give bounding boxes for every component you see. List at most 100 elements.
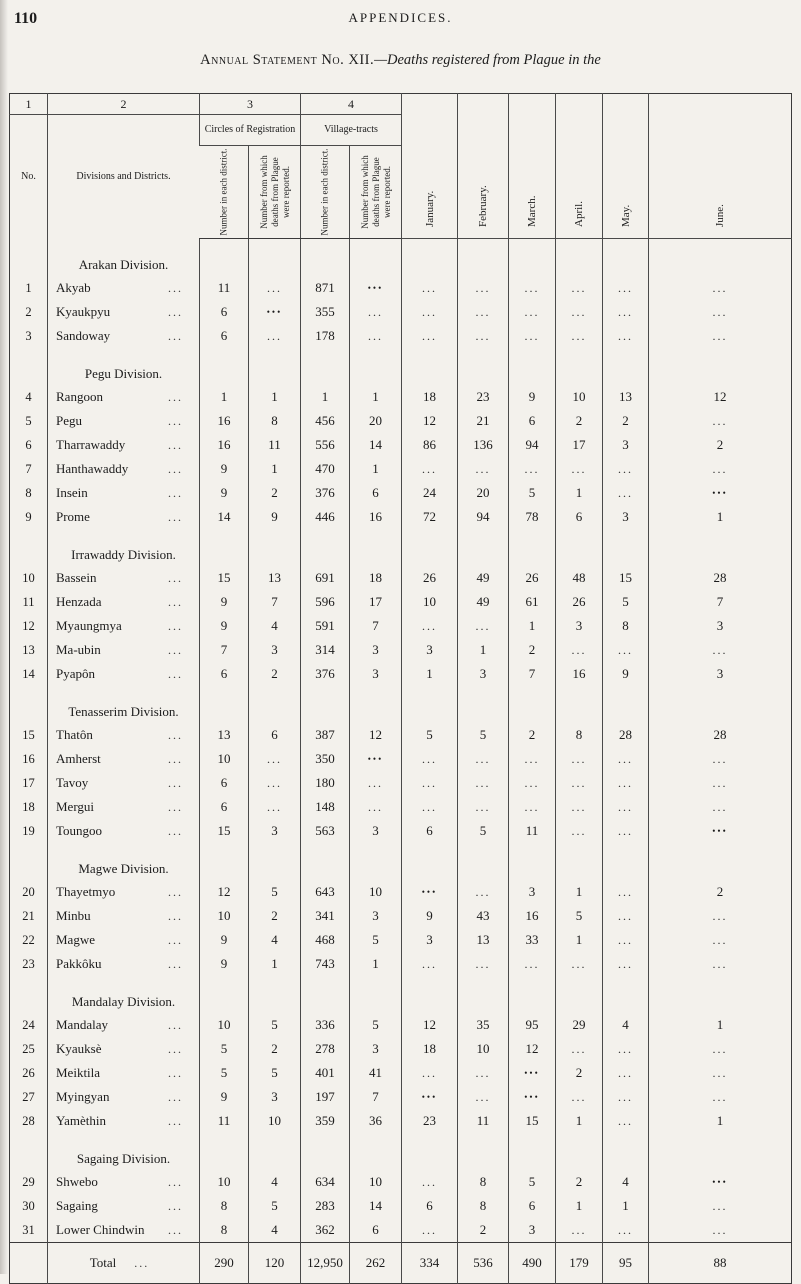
- value-cell: 6: [508, 409, 556, 433]
- empty-cell: [457, 348, 509, 385]
- empty-cell: [300, 686, 350, 723]
- row-number-cell: 26: [22, 1065, 35, 1080]
- value-cell: 3: [457, 662, 509, 686]
- value-cell: 3: [648, 614, 792, 638]
- table-row: 13 Ma-ubin... 7 3 314 3 3 1 2.........: [10, 638, 792, 662]
- value-cell: •••: [349, 276, 402, 300]
- value-cell: ...: [555, 1037, 603, 1061]
- value-cell: 43: [457, 904, 509, 928]
- empty-cell: [508, 976, 556, 1013]
- empty-cell: [508, 529, 556, 566]
- district-cell-content: Rangoon...: [48, 389, 199, 405]
- empty-cell: [248, 1133, 301, 1170]
- month-header-april: April.: [573, 201, 585, 227]
- value-cell: 1: [248, 385, 301, 409]
- district-cell: Tavoy...: [47, 771, 200, 795]
- table-row: 27 Myingyan... 9 3 197 7 •••... •••.........: [10, 1085, 792, 1109]
- district-cell: Prome...: [47, 505, 200, 529]
- value-cell: 6: [199, 300, 249, 324]
- table-row: 24 Mandalay... 10 5 336 5 12 35 95 29 4 1: [10, 1013, 792, 1037]
- district-cell-content: Myingyan...: [48, 1089, 199, 1105]
- value-cell: 14: [349, 1194, 402, 1218]
- value-cell: ...: [602, 300, 649, 324]
- month-column-header: April.: [555, 93, 603, 239]
- column-number: 1: [9, 93, 48, 115]
- empty-cell: [349, 529, 402, 566]
- value-cell: 10: [555, 385, 603, 409]
- value-cell: 9: [508, 385, 556, 409]
- value-cell: ...: [457, 747, 509, 771]
- row-number-cell: [10, 529, 48, 566]
- value-cell: 446: [300, 505, 350, 529]
- value-cell: ...: [457, 771, 509, 795]
- division-title: Arakan Division.: [47, 238, 200, 276]
- value-cell: 6: [349, 481, 402, 505]
- value-cell: 33: [508, 928, 556, 952]
- district-name: Minbu: [56, 908, 91, 923]
- district-name: Tavoy: [56, 775, 89, 790]
- value-cell: 5: [349, 1013, 402, 1037]
- sub-header-number-in-district: Number in each district.: [218, 148, 229, 236]
- empty-cell: [457, 238, 509, 276]
- table-row: 23 Pakkôku... 9 1 743 1..................: [10, 952, 792, 976]
- value-cell: 15: [199, 566, 249, 590]
- empty-cell: [648, 1133, 792, 1170]
- leader-dots: ...: [168, 281, 183, 295]
- value-cell: ...: [555, 638, 603, 662]
- empty-cell: [401, 843, 458, 880]
- district-cell-content: Shwebo...: [48, 1174, 199, 1190]
- table-row: 3 Sandoway... 6... 178.....................: [10, 324, 792, 348]
- district-cell: Shwebo...: [47, 1170, 200, 1194]
- district-cell-content: Prome...: [48, 509, 199, 525]
- value-cell: 7: [199, 638, 249, 662]
- empty-cell: [457, 976, 509, 1013]
- row-number-cell: 25: [22, 1041, 35, 1056]
- running-header: APPENDICES.: [348, 10, 453, 25]
- row-number-cell: 11: [22, 594, 35, 609]
- value-cell: ...: [401, 300, 458, 324]
- value-cell: 563: [300, 819, 350, 843]
- value-cell: 61: [508, 590, 556, 614]
- value-cell: 94: [508, 433, 556, 457]
- district-cell: Amherst...: [47, 747, 200, 771]
- value-cell: 743: [300, 952, 350, 976]
- value-cell: 4: [248, 614, 301, 638]
- value-cell: ...: [648, 1218, 792, 1243]
- value-cell: ...: [248, 747, 301, 771]
- value-cell: ...: [648, 747, 792, 771]
- table-row: 17 Tavoy... 6... 180.....................: [10, 771, 792, 795]
- month-header-january: January.: [423, 190, 436, 227]
- leader-dots: ...: [168, 1223, 183, 1237]
- row-number-cell: 5: [25, 413, 32, 428]
- value-cell: 16: [555, 662, 603, 686]
- empty-cell: [457, 686, 509, 723]
- value-cell: 12: [401, 409, 458, 433]
- value-cell: 5: [199, 1061, 249, 1085]
- value-cell: ...: [602, 904, 649, 928]
- value-cell: 12,950: [300, 1242, 350, 1284]
- value-cell: 148: [300, 795, 350, 819]
- leader-dots: ...: [168, 438, 183, 452]
- row-number-cell: 16: [22, 751, 35, 766]
- district-cell: Rangoon...: [47, 385, 200, 409]
- empty-cell: [300, 843, 350, 880]
- value-cell: 336: [300, 1013, 350, 1037]
- district-name: Kyaukpyu: [56, 304, 111, 319]
- value-cell: ...: [401, 1061, 458, 1085]
- empty-cell: [349, 1133, 402, 1170]
- value-cell: ...: [457, 614, 509, 638]
- value-cell: 136: [457, 433, 509, 457]
- empty-cell: [199, 238, 249, 276]
- value-cell: ...: [648, 1085, 792, 1109]
- value-cell: 2: [457, 1218, 509, 1243]
- value-cell: 3: [602, 505, 649, 529]
- empty-cell: [508, 686, 556, 723]
- value-cell: ...: [457, 457, 509, 481]
- value-cell: 3: [349, 819, 402, 843]
- leader-dots: ...: [168, 571, 183, 585]
- district-name: Hanthawaddy: [56, 461, 129, 476]
- value-cell: 3: [349, 638, 402, 662]
- table-row: 25 Kyauksè... 5 2 278 3 18 10 12.........: [10, 1037, 792, 1061]
- district-cell-content: Tavoy...: [48, 775, 199, 791]
- row-number-cell: 31: [22, 1222, 35, 1237]
